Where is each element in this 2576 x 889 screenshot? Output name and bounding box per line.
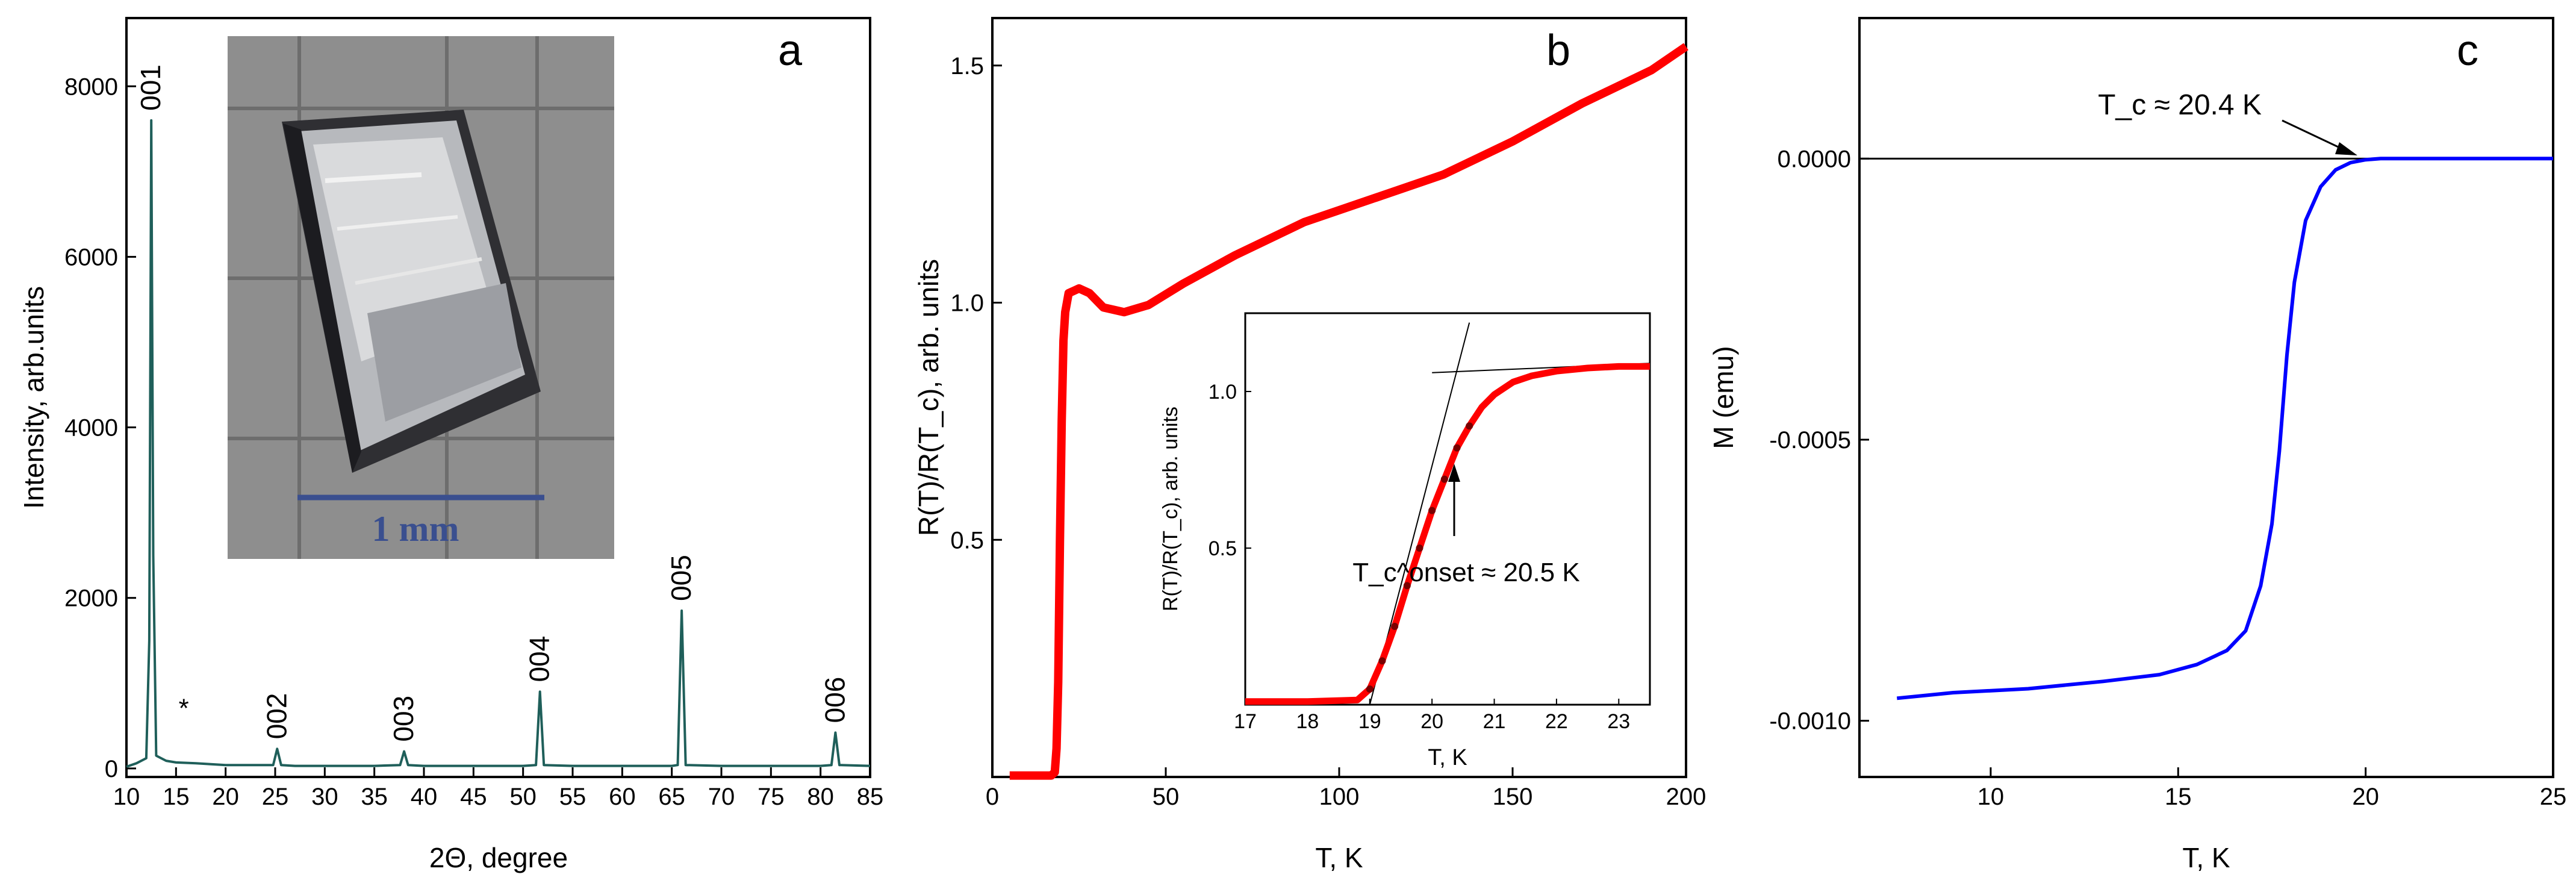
x-tick-label: 10 bbox=[113, 784, 140, 810]
peak-label: * bbox=[179, 693, 189, 723]
panel-b-axes: 0 50 100 150 200 0.5 1.0 1.5 bbox=[950, 43, 1706, 810]
x-tick-label: 25 bbox=[2540, 784, 2567, 810]
x-tick-label: 23 bbox=[1607, 710, 1630, 733]
y-tick-label: -0.0010 bbox=[1769, 708, 1851, 735]
panel-c-letter: c bbox=[2457, 27, 2478, 75]
resistance-series-line bbox=[1009, 43, 1688, 780]
x-tick-label: 15 bbox=[2165, 784, 2192, 810]
tc-arrowhead bbox=[2335, 142, 2357, 155]
y-tick-label: 8000 bbox=[64, 73, 118, 100]
y-tick-label: 2000 bbox=[64, 585, 118, 612]
x-tick-label: 60 bbox=[609, 784, 636, 810]
x-tick-label: 45 bbox=[460, 784, 487, 810]
panel-a-letter: a bbox=[778, 27, 803, 75]
x-tick-label: 10 bbox=[1977, 784, 2005, 810]
panel-a-frame bbox=[125, 17, 871, 778]
x-tick-label: 150 bbox=[1493, 784, 1533, 810]
panel-c-axes: 10 15 20 25 0.0000 -0.0005 -0.0010 bbox=[1769, 146, 2566, 810]
onset-arrowhead bbox=[1448, 464, 1460, 482]
panel-a-x-axis-label: 2Θ, degree bbox=[429, 842, 568, 873]
panel-a-y-axis-label: Intensity, arb.units bbox=[18, 286, 49, 509]
panel-b-inset-x-axis-label: T, K bbox=[1428, 745, 1467, 770]
x-tick-label: 100 bbox=[1319, 784, 1360, 810]
x-tick-label: 65 bbox=[658, 784, 685, 810]
inset-data-point bbox=[1416, 544, 1423, 552]
panel-a-xrd-pattern: 10 15 20 25 30 35 40 45 50 55 60 65 70 75 80 85 0 2000 400… bbox=[18, 17, 883, 873]
inset-data-point bbox=[1366, 685, 1374, 693]
scale-bar-label: 1 mm bbox=[372, 509, 459, 549]
panel-c-x-axis-label: T, K bbox=[2182, 842, 2230, 873]
panel-b-letter: b bbox=[1546, 27, 1570, 75]
inset-data-point bbox=[1466, 422, 1473, 430]
inset-data-point bbox=[1453, 444, 1461, 452]
panel-b-resistance: 0 50 100 150 200 0.5 1.0 1.5 b T, K R(T)/R(T_c)… bbox=[913, 17, 1706, 873]
x-tick-label: 40 bbox=[411, 784, 438, 810]
x-tick-label: 200 bbox=[1666, 784, 1706, 810]
panel-c-magnetization: 10 15 20 25 0.0000 -0.0005 -0.0010 c T, K M (e… bbox=[1708, 17, 2566, 873]
tc-arrow bbox=[2282, 119, 2349, 153]
inset-data-point bbox=[1440, 475, 1448, 483]
peak-label: 006 bbox=[819, 677, 850, 723]
x-tick-label: 22 bbox=[1545, 710, 1568, 733]
y-tick-label: 0.5 bbox=[950, 527, 984, 554]
x-tick-label: 35 bbox=[361, 784, 388, 810]
x-tick-label: 85 bbox=[857, 784, 884, 810]
crystal-image bbox=[282, 110, 541, 473]
x-tick-label: 55 bbox=[559, 784, 586, 810]
tc-annotation: T_c ≈ 20.4 K bbox=[2098, 89, 2262, 121]
peak-label: 004 bbox=[524, 636, 555, 682]
panel-b-inset-axes: 17 18 19 20 21 22 23 0.5 1.0 bbox=[1209, 322, 1650, 733]
x-tick-label: 0 bbox=[986, 784, 999, 810]
x-tick-label: 75 bbox=[758, 784, 785, 810]
y-tick-label: -0.0005 bbox=[1769, 427, 1851, 454]
x-tick-label: 20 bbox=[212, 784, 239, 810]
x-tick-label: 50 bbox=[509, 784, 537, 810]
x-tick-label: 18 bbox=[1296, 710, 1319, 733]
panel-c-y-axis-label: M (emu) bbox=[1708, 346, 1739, 449]
panel-b-x-axis-label: T, K bbox=[1315, 842, 1363, 873]
panel-a-axes: 10 15 20 25 30 35 40 45 50 55 60 65 70 75 80 85 0 2000 400… bbox=[64, 64, 883, 810]
x-tick-label: 20 bbox=[2352, 784, 2379, 810]
inset-resistance-line bbox=[1245, 363, 1650, 705]
y-tick-label: 0.0000 bbox=[1778, 146, 1851, 172]
x-tick-label: 80 bbox=[807, 784, 834, 810]
panel-b-inset-frame bbox=[1244, 312, 1651, 706]
crystal-photo-inset: 1 mm bbox=[228, 36, 614, 559]
panel-b-inset-y-axis-label: R(T)/R(T_c), arb. units bbox=[1159, 407, 1182, 611]
x-tick-label: 17 bbox=[1234, 710, 1257, 733]
x-tick-label: 21 bbox=[1483, 710, 1506, 733]
panel-c-frame bbox=[1858, 17, 2554, 778]
x-tick-label: 20 bbox=[1420, 710, 1443, 733]
x-tick-label: 15 bbox=[163, 784, 190, 810]
y-tick-label: 1.0 bbox=[1209, 381, 1237, 404]
inset-data-point bbox=[1428, 507, 1436, 514]
x-tick-label: 50 bbox=[1153, 784, 1180, 810]
peak-label: 002 bbox=[261, 693, 292, 740]
magnetization-series-line bbox=[1897, 157, 2553, 700]
xrd-series-line bbox=[126, 119, 871, 768]
peak-label: 003 bbox=[388, 696, 419, 742]
peak-label: 001 bbox=[135, 64, 166, 111]
x-tick-label: 19 bbox=[1358, 710, 1381, 733]
inset-data-point bbox=[1378, 657, 1386, 665]
panel-b-y-axis-label: R(T)/R(T_c), arb. units bbox=[913, 259, 944, 536]
inset-data-point bbox=[1403, 582, 1411, 590]
y-tick-label: 1.0 bbox=[950, 290, 984, 317]
y-tick-label: 1.5 bbox=[950, 53, 984, 80]
inset-data-point bbox=[1391, 623, 1399, 630]
y-tick-label: 0.5 bbox=[1209, 537, 1237, 560]
x-tick-label: 70 bbox=[708, 784, 735, 810]
y-tick-label: 0 bbox=[105, 756, 118, 782]
y-tick-label: 6000 bbox=[64, 244, 118, 270]
y-tick-label: 4000 bbox=[64, 415, 118, 441]
x-tick-label: 30 bbox=[311, 784, 338, 810]
x-tick-label: 25 bbox=[262, 784, 289, 810]
peak-label: 005 bbox=[665, 555, 697, 601]
onset-annotation: T_c^onset ≈ 20.5 K bbox=[1352, 558, 1579, 587]
